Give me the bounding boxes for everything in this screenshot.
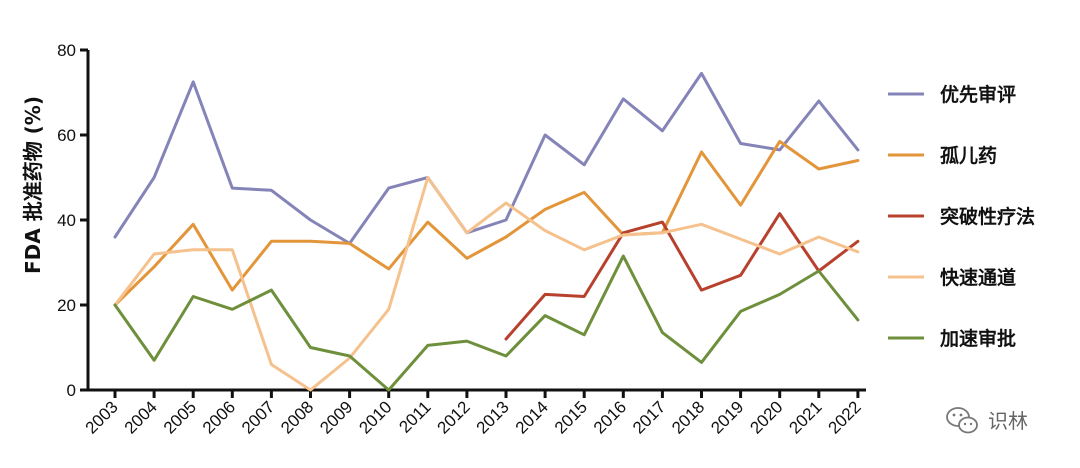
axes: [86, 50, 866, 392]
x-tick-label: 2022: [825, 397, 865, 437]
legend-label: 快速通道: [940, 266, 1016, 289]
y-axis-label: FDA 批准药物 (%): [21, 96, 45, 274]
wechat-icon: [946, 407, 978, 434]
y-ticks: 0 20 40 60 80: [57, 41, 88, 400]
x-tick-label: 2012: [434, 397, 474, 437]
watermark-text: 识林: [988, 409, 1028, 433]
y-tick-label: 80: [57, 41, 76, 60]
legend-label: 突破性疗法: [940, 205, 1035, 228]
x-tick-label: 2018: [668, 397, 708, 437]
series-line-1: [113, 139, 860, 307]
x-tick-label: 2003: [82, 397, 122, 437]
series-lines: [113, 71, 860, 392]
x-tick-label: 2016: [590, 397, 630, 437]
legend-label: 加速审批: [939, 327, 1016, 350]
series-line-3: [113, 176, 860, 392]
y-tick-label: 0: [67, 381, 76, 400]
x-tick-label: 2021: [785, 397, 825, 437]
y-tick-label: 40: [57, 211, 76, 230]
x-tick-label: 2008: [277, 397, 317, 437]
legend-label: 孤儿药: [940, 144, 997, 167]
series-line-2: [504, 212, 860, 341]
y-tick-label: 20: [57, 296, 76, 315]
x-tick-label: 2015: [551, 397, 591, 437]
x-tick-label: 2010: [355, 397, 395, 437]
x-tick-label: 2017: [629, 397, 669, 437]
series-line-4: [113, 254, 860, 392]
x-tick-label: 2011: [395, 397, 434, 436]
y-tick-label: 60: [57, 126, 76, 145]
x-tick-label: 2007: [238, 397, 278, 437]
legend-label: 优先审评: [940, 83, 1016, 106]
x-tick-label: 2019: [707, 397, 747, 437]
x-tick-label: 2009: [316, 397, 356, 437]
watermark: 识林: [946, 407, 1028, 434]
x-tick-label: 2006: [199, 397, 239, 437]
x-tick-label: 2020: [746, 397, 786, 437]
series-line-0: [113, 71, 860, 245]
x-tick-label: 2013: [473, 397, 513, 437]
x-tick-label: 2004: [121, 397, 161, 437]
x-tick-label: 2014: [512, 397, 552, 437]
x-tick-label: 2005: [160, 397, 200, 437]
